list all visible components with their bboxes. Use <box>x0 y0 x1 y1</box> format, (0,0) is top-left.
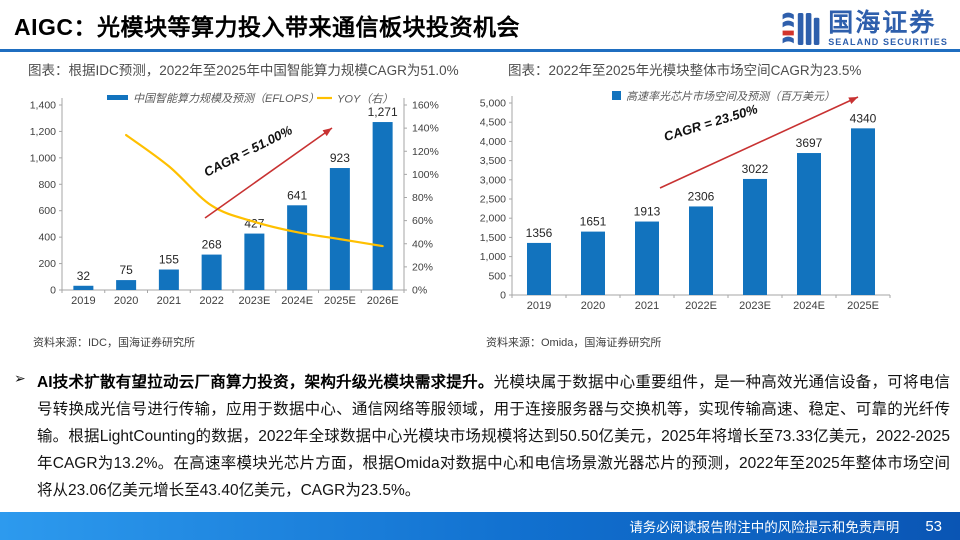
svg-text:923: 923 <box>330 151 350 165</box>
svg-text:0%: 0% <box>412 285 427 297</box>
svg-text:800: 800 <box>38 179 56 191</box>
svg-text:1356: 1356 <box>526 226 553 240</box>
header-divider <box>0 49 960 52</box>
svg-text:200: 200 <box>38 258 56 270</box>
svg-text:2025E: 2025E <box>324 295 356 307</box>
page-title: AIGC：光模块等算力投入带来通信板块投资机会 <box>14 14 520 40</box>
svg-text:2021: 2021 <box>157 295 181 307</box>
svg-text:1,500: 1,500 <box>480 232 506 244</box>
svg-text:4,000: 4,000 <box>480 136 506 148</box>
body-block: ➢ AI技术扩散有望拉动云厂商算力投资，架构升级光模块需求提升。光模块属于数据中… <box>14 369 950 504</box>
sealand-logo: 国海证券 SEALAND SECURITIES <box>781 11 948 47</box>
svg-text:4340: 4340 <box>850 111 877 125</box>
svg-text:500: 500 <box>488 270 506 282</box>
svg-text:2023E: 2023E <box>739 300 771 312</box>
page-number: 53 <box>925 517 942 535</box>
svg-text:YOY（右）: YOY（右） <box>337 93 393 106</box>
right-chart-source: 资料来源：Omida，国海证券研究所 <box>486 337 662 349</box>
svg-text:60%: 60% <box>412 215 433 227</box>
svg-text:1,271: 1,271 <box>368 105 398 119</box>
svg-text:1651: 1651 <box>580 215 607 229</box>
left-chart-source: 资料来源：IDC，国海证券研究所 <box>33 337 195 349</box>
svg-text:CAGR = 51.00%: CAGR = 51.00% <box>201 122 295 180</box>
logo-subtitle: SEALAND SECURITIES <box>828 37 948 47</box>
svg-text:100%: 100% <box>412 169 439 181</box>
svg-text:2306: 2306 <box>688 189 715 203</box>
svg-text:268: 268 <box>202 238 222 252</box>
svg-text:400: 400 <box>38 232 56 244</box>
svg-text:32: 32 <box>77 269 91 283</box>
svg-text:2022: 2022 <box>199 295 223 307</box>
svg-text:1,000: 1,000 <box>480 251 506 263</box>
right-chart-caption: 图表：2022年至2025年光模块整体市场空间CAGR为23.5% <box>508 63 862 78</box>
sealand-logo-icon <box>782 12 820 45</box>
left-chart-svg: 0 200 400 600 800 1,000 1,200 1,400 0% 20% 40% 60% 8… <box>30 92 439 307</box>
svg-text:641: 641 <box>287 188 307 202</box>
svg-text:5,000: 5,000 <box>480 98 506 110</box>
svg-text:120%: 120% <box>412 146 439 158</box>
svg-text:2024E: 2024E <box>793 300 825 312</box>
svg-text:3,500: 3,500 <box>480 155 506 167</box>
logo-name: 国海证券 <box>828 9 937 37</box>
svg-text:2019: 2019 <box>527 300 551 312</box>
svg-text:40%: 40% <box>412 238 433 250</box>
svg-text:2021: 2021 <box>635 300 659 312</box>
svg-text:140%: 140% <box>412 123 439 135</box>
svg-text:4,500: 4,500 <box>480 117 506 129</box>
svg-text:160%: 160% <box>412 100 439 112</box>
svg-text:80%: 80% <box>412 192 433 204</box>
svg-text:2019: 2019 <box>71 295 95 307</box>
body-rest: 光模块属于数据中心重要组件，是一种高效光通信设备，可将电信号转换成光信号进行传输… <box>37 374 950 499</box>
svg-text:0: 0 <box>500 290 506 302</box>
svg-text:中国智能算力规模及预测（EFLOPS）: 中国智能算力规模及预测（EFLOPS） <box>133 92 319 105</box>
svg-text:2024E: 2024E <box>281 295 313 307</box>
svg-text:高速率光芯片市场空间及预测（百万美元）: 高速率光芯片市场空间及预测（百万美元） <box>626 90 835 103</box>
svg-text:2020: 2020 <box>581 300 605 312</box>
svg-text:20%: 20% <box>412 261 433 273</box>
right-chart-svg: 0 500 1,000 1,500 2,000 2,500 3,000 3,500 4,000 4… <box>480 90 891 312</box>
svg-text:1,000: 1,000 <box>30 152 56 164</box>
body-lead-bold: AI技术扩散有望拉动云厂商算力投资，架构升级光模块需求提升。 <box>37 374 494 391</box>
svg-text:2025E: 2025E <box>847 300 879 312</box>
svg-text:1,400: 1,400 <box>30 100 56 112</box>
svg-text:3,000: 3,000 <box>480 174 506 186</box>
svg-text:2023E: 2023E <box>238 295 270 307</box>
svg-text:CAGR = 23.50%: CAGR = 23.50% <box>662 101 760 144</box>
svg-text:2,500: 2,500 <box>480 194 506 206</box>
svg-text:155: 155 <box>159 253 179 267</box>
svg-text:2,000: 2,000 <box>480 213 506 225</box>
svg-text:3022: 3022 <box>742 162 769 176</box>
svg-text:2022E: 2022E <box>685 300 717 312</box>
disclaimer-text: 请务必阅读报告附注中的风险提示和免责声明 <box>629 520 900 535</box>
svg-text:1913: 1913 <box>634 205 661 219</box>
svg-text:75: 75 <box>119 263 133 277</box>
svg-text:2020: 2020 <box>114 295 138 307</box>
bullet-icon: ➢ <box>14 370 26 386</box>
left-chart-caption: 图表：根据IDC预测，2022年至2025年中国智能算力规模CAGR为51.0% <box>28 63 459 78</box>
svg-text:3697: 3697 <box>796 136 823 150</box>
svg-text:600: 600 <box>38 205 56 217</box>
svg-text:0: 0 <box>50 285 56 297</box>
footer: 请务必阅读报告附注中的风险提示和免责声明 53 <box>0 512 960 540</box>
svg-text:2026E: 2026E <box>367 295 399 307</box>
svg-text:1,200: 1,200 <box>30 126 56 138</box>
body-paragraph: AI技术扩散有望拉动云厂商算力投资，架构升级光模块需求提升。光模块属于数据中心重… <box>14 369 950 504</box>
